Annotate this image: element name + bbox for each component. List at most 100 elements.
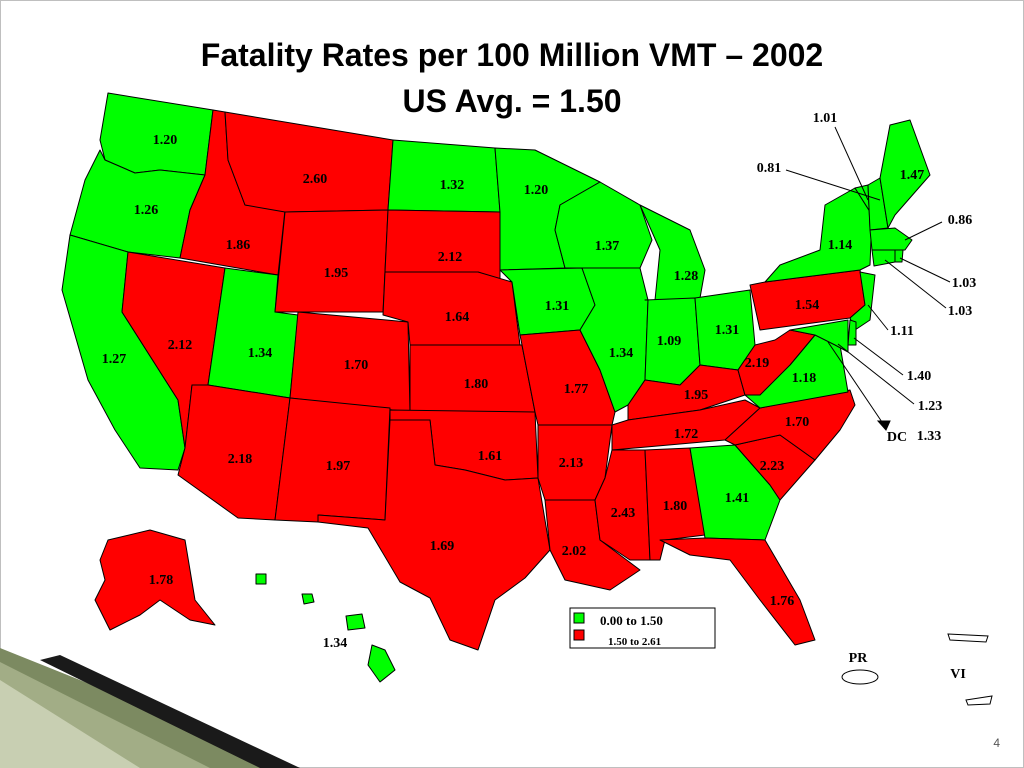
label-tennessee: 1.72 (674, 427, 699, 442)
leader-new-jersey (867, 304, 889, 331)
label-louisiana: 2.02 (562, 544, 587, 559)
label-wisconsin: 1.37 (595, 239, 620, 254)
state-montana[interactable] (224, 111, 394, 213)
state-maine[interactable] (879, 119, 931, 229)
hawaii-island-kauai (255, 573, 267, 585)
label-delaware: 1.40 (907, 369, 932, 384)
label-virginia: 1.18 (792, 371, 817, 386)
label-north-carolina: 1.70 (785, 415, 810, 430)
label-maryland: 1.23 (918, 399, 943, 414)
label-nevada: 2.12 (168, 338, 193, 353)
label-rhode-island: 1.03 (952, 276, 977, 291)
state-wyoming[interactable] (274, 209, 389, 313)
territory-pr-outline[interactable] (841, 669, 879, 685)
label-west-virginia: 2.19 (745, 356, 770, 371)
label-michigan: 1.28 (674, 269, 699, 284)
label-kentucky: 1.95 (684, 388, 709, 403)
hawaii-island-oahu (301, 593, 315, 605)
label-mississippi: 2.43 (611, 506, 636, 521)
state-delaware[interactable] (847, 319, 857, 346)
label-nebraska: 1.64 (445, 310, 470, 325)
label-arkansas: 2.13 (559, 456, 584, 471)
leader-vermont (834, 126, 869, 201)
state-south-dakota[interactable] (384, 209, 501, 281)
state-hawaii[interactable] (367, 644, 396, 683)
label-california: 1.27 (102, 352, 127, 367)
state-north-carolina[interactable] (724, 389, 856, 461)
state-connecticut[interactable] (871, 249, 896, 267)
state-illinois[interactable] (579, 267, 649, 413)
state-florida[interactable] (659, 537, 816, 646)
label-arizona: 2.18 (228, 452, 253, 467)
label-texas: 1.69 (430, 539, 455, 554)
leader-connecticut (884, 259, 947, 309)
territory-vi-label: VI (950, 667, 966, 682)
territory-vi-outline[interactable] (947, 633, 993, 706)
map-legend: 0.00 to 1.50 1.50 to 2.61 (569, 607, 716, 649)
territory-pr-label: PR (849, 651, 869, 666)
title-line-1: Fatality Rates per 100 Million VMT – 200… (200, 37, 824, 73)
label-georgia: 1.41 (725, 491, 750, 506)
label-north-dakota: 1.32 (440, 178, 465, 193)
leader-rhode-island (899, 257, 951, 283)
label-minnesota: 1.20 (524, 183, 549, 198)
leader-maryland (837, 343, 915, 405)
label-utah: 1.34 (248, 346, 273, 361)
label-indiana: 1.09 (657, 334, 682, 349)
label-kansas: 1.80 (464, 377, 489, 392)
state-tennessee[interactable] (611, 399, 761, 451)
state-alaska[interactable] (94, 529, 216, 631)
label-wyoming: 1.95 (324, 266, 349, 281)
label-missouri: 1.77 (564, 382, 589, 397)
leader-delaware (853, 337, 904, 376)
label-alaska: 1.78 (149, 573, 174, 588)
state-massachusetts[interactable] (869, 227, 913, 251)
label-oregon: 1.26 (134, 203, 159, 218)
label-vermont: 1.01 (813, 111, 838, 126)
decorative-bands (0, 648, 300, 768)
legend-label-high: 1.50 to 2.61 (608, 636, 661, 648)
label-montana: 2.60 (303, 172, 328, 187)
label-dc: 1.33 (917, 429, 942, 444)
state-michigan[interactable] (639, 204, 706, 301)
label-maine: 1.47 (900, 168, 925, 183)
label-new-jersey: 1.11 (890, 324, 914, 339)
label-massachusetts: 0.86 (948, 213, 973, 228)
page-number: 4 (993, 736, 1000, 750)
state-maryland[interactable] (789, 319, 849, 353)
territories: PR VI (841, 633, 993, 706)
leader-lines (785, 126, 951, 431)
state-rhode-island[interactable] (894, 249, 904, 263)
state-texas[interactable] (317, 419, 551, 651)
label-new-hampshire: 0.81 (757, 161, 782, 176)
label-colorado: 1.70 (344, 358, 369, 373)
label-idaho: 1.86 (226, 238, 251, 253)
slide-title: Fatality Rates per 100 Million VMT – 200… (0, 32, 1024, 124)
leader-new-hampshire (785, 169, 881, 201)
label-connecticut: 1.03 (948, 304, 973, 319)
hawaii-island-maui (345, 613, 366, 631)
legend-box (569, 607, 716, 649)
leader-massachusetts (904, 221, 943, 241)
label-new-york: 1.14 (828, 238, 853, 253)
legend-swatch-high (573, 629, 585, 641)
state-new-york[interactable] (764, 187, 873, 283)
label-hawaii: 1.34 (323, 636, 348, 651)
legend-swatch-low (573, 612, 585, 624)
label-dc-abbrev: DC (887, 430, 907, 445)
label-south-dakota: 2.12 (438, 250, 463, 265)
label-oklahoma: 1.61 (478, 449, 503, 464)
legend-label-low: 0.00 to 1.50 (600, 613, 663, 628)
label-florida: 1.76 (770, 594, 795, 609)
label-pennsylvania: 1.54 (795, 298, 820, 313)
label-illinois: 1.34 (609, 346, 634, 361)
label-new-mexico: 1.97 (326, 459, 351, 474)
label-iowa: 1.31 (545, 299, 570, 314)
label-ohio: 1.31 (715, 323, 740, 338)
label-alabama: 1.80 (663, 499, 688, 514)
label-washington: 1.20 (153, 133, 178, 148)
title-line-2: US Avg. = 1.50 (402, 83, 622, 119)
state-north-dakota[interactable] (387, 139, 501, 213)
dc-arrowhead (876, 420, 891, 431)
